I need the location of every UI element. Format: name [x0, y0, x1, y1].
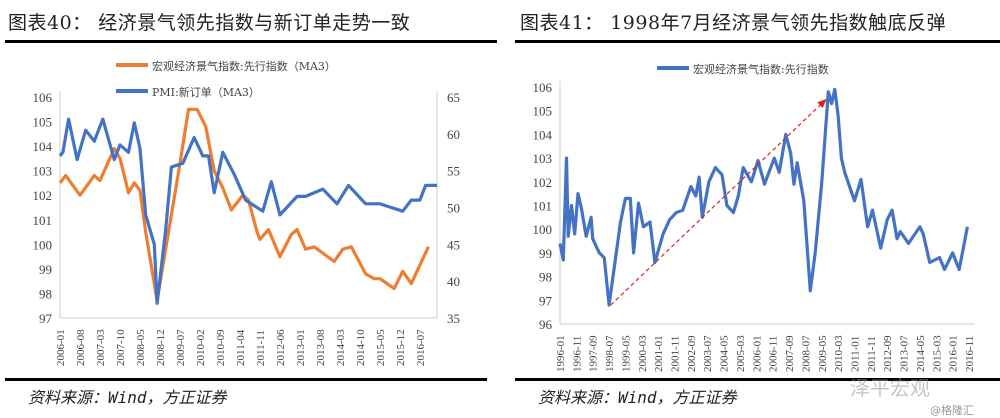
x-tick-label: 2000-03	[637, 335, 649, 372]
x-tick-label: 2010-02	[195, 329, 207, 366]
x-tick-label: 2006-01	[751, 335, 763, 372]
x-tick-label: 2016-11	[964, 336, 976, 372]
x-tick-label: 2006-01	[55, 329, 67, 366]
y-tick-label: 97	[539, 293, 553, 308]
y-tick-label: 103	[533, 151, 553, 166]
x-tick-label: 2008-05	[135, 329, 147, 366]
x-tick-label: 2009-05	[817, 335, 829, 372]
x-tick-label: 2011-04	[235, 329, 247, 366]
x-tick-label: 2011-11	[255, 330, 267, 366]
y-tick-label: 104	[533, 127, 553, 142]
y2-tick-label: 40	[447, 274, 460, 289]
x-tick-label: 2016-01	[948, 335, 960, 372]
x-tick-label: 2001-01	[653, 335, 665, 372]
y-tick-label: 105	[33, 115, 53, 130]
y-tick-label: 102	[533, 175, 553, 190]
trend-arrow-line	[610, 98, 828, 306]
x-tick-label: 1996-11	[571, 336, 583, 372]
x-tick-label: 2010-09	[215, 329, 227, 366]
x-tick-label: 2013-08	[315, 329, 327, 366]
right-title-rule	[515, 40, 1000, 43]
y-tick-label: 102	[33, 188, 53, 203]
legend-label-1: PMI:新订单（MA3）	[152, 85, 260, 99]
x-tick-label: 2001-11	[670, 336, 682, 372]
x-tick-label: 2003-07	[702, 335, 714, 372]
y2-tick-label: 35	[447, 311, 460, 326]
x-tick-label: 2012-09	[882, 335, 894, 372]
x-tick-label: 2007-09	[784, 335, 796, 372]
x-tick-label: 2002-09	[686, 335, 698, 372]
series-line-0	[58, 107, 430, 303]
y-tick-label: 103	[33, 164, 53, 179]
x-tick-label: 1998-07	[604, 335, 616, 372]
legend-label-0: 宏观经济景气指数:先行指数	[693, 62, 829, 76]
y-tick-label: 99	[539, 246, 552, 261]
x-tick-label: 2004-05	[719, 335, 731, 372]
x-tick-label: 2015-12	[395, 329, 407, 366]
y2-tick-label: 65	[447, 90, 460, 105]
x-tick-label: 2016-07	[415, 329, 427, 366]
x-tick-label: 2007-10	[115, 329, 127, 366]
right-figure-title: 图表41： 1998年7月经济景气领先指数触底反弹	[520, 12, 947, 34]
y-tick-label: 101	[533, 199, 553, 214]
x-tick-label: 2007-03	[95, 329, 107, 366]
x-tick-label: 2015-03	[931, 335, 943, 372]
y-tick-label: 100	[533, 222, 553, 237]
x-tick-label: 2005-03	[735, 335, 747, 372]
left-chart: 97 98 99 100 101 102 103 104 105 106 35 40 45 50 55 60 6…	[33, 59, 461, 366]
x-tick-label: 2015-05	[375, 329, 387, 366]
y-tick-label: 98	[39, 286, 52, 301]
y-tick-label: 101	[33, 213, 53, 228]
x-tick-label: 2010-03	[833, 335, 845, 372]
x-tick-label: 2006-08	[75, 329, 87, 366]
y-tick-label: 105	[533, 104, 553, 119]
left-bottom-rule	[5, 378, 487, 381]
x-tick-label: 2011-11	[866, 336, 878, 372]
x-tick-label: 1996-01	[555, 335, 567, 372]
x-tick-label: 2014-03	[335, 329, 347, 366]
x-tick-label: 2014-10	[355, 329, 367, 366]
x-tick-label: 2011-01	[849, 336, 861, 372]
series-line-0	[558, 87, 969, 307]
left-figure-title: 图表40： 经济景气领先指数与新订单走势一致	[8, 12, 411, 34]
watermark: 泽平宏观	[850, 376, 930, 400]
legend-label-0: 宏观经济景气指数:先行指数（MA3）	[152, 59, 336, 73]
x-tick-label: 2009-07	[175, 329, 187, 366]
y2-tick-label: 45	[447, 237, 460, 252]
y-tick-label: 106	[533, 80, 553, 95]
x-tick-label: 2008-07	[800, 335, 812, 372]
y-tick-label: 98	[539, 270, 552, 285]
series-line-1	[58, 117, 437, 305]
left-source-note: 资料来源：Wind，方正证券	[28, 388, 227, 407]
x-tick-label: 1999-05	[620, 335, 632, 372]
y2-tick-label: 55	[447, 164, 460, 179]
x-tick-label: 2013-07	[899, 335, 911, 372]
right-bottom-rule	[515, 378, 1000, 381]
x-tick-label: 1997-09	[588, 335, 600, 372]
x-tick-label: 2013-01	[295, 329, 307, 366]
y2-tick-label: 50	[447, 201, 460, 216]
x-tick-label: 2014-05	[915, 335, 927, 372]
x-tick-label: 2006-11	[768, 336, 780, 372]
y-tick-label: 99	[39, 262, 52, 277]
y-tick-label: 104	[33, 139, 53, 154]
y-tick-label: 100	[33, 237, 53, 252]
x-tick-label: 2008-12	[155, 329, 167, 366]
right-source-note: 资料来源：Wind，方正证券	[538, 388, 737, 407]
y-tick-label: 97	[39, 311, 53, 326]
y-tick-label: 106	[33, 90, 53, 105]
left-title-rule	[5, 40, 497, 43]
x-tick-label: 2012-06	[275, 329, 287, 366]
y2-tick-label: 60	[447, 127, 460, 142]
trend-arrow-head	[817, 98, 827, 109]
credit: @格隆汇	[930, 404, 974, 417]
y-tick-label: 96	[539, 317, 553, 332]
